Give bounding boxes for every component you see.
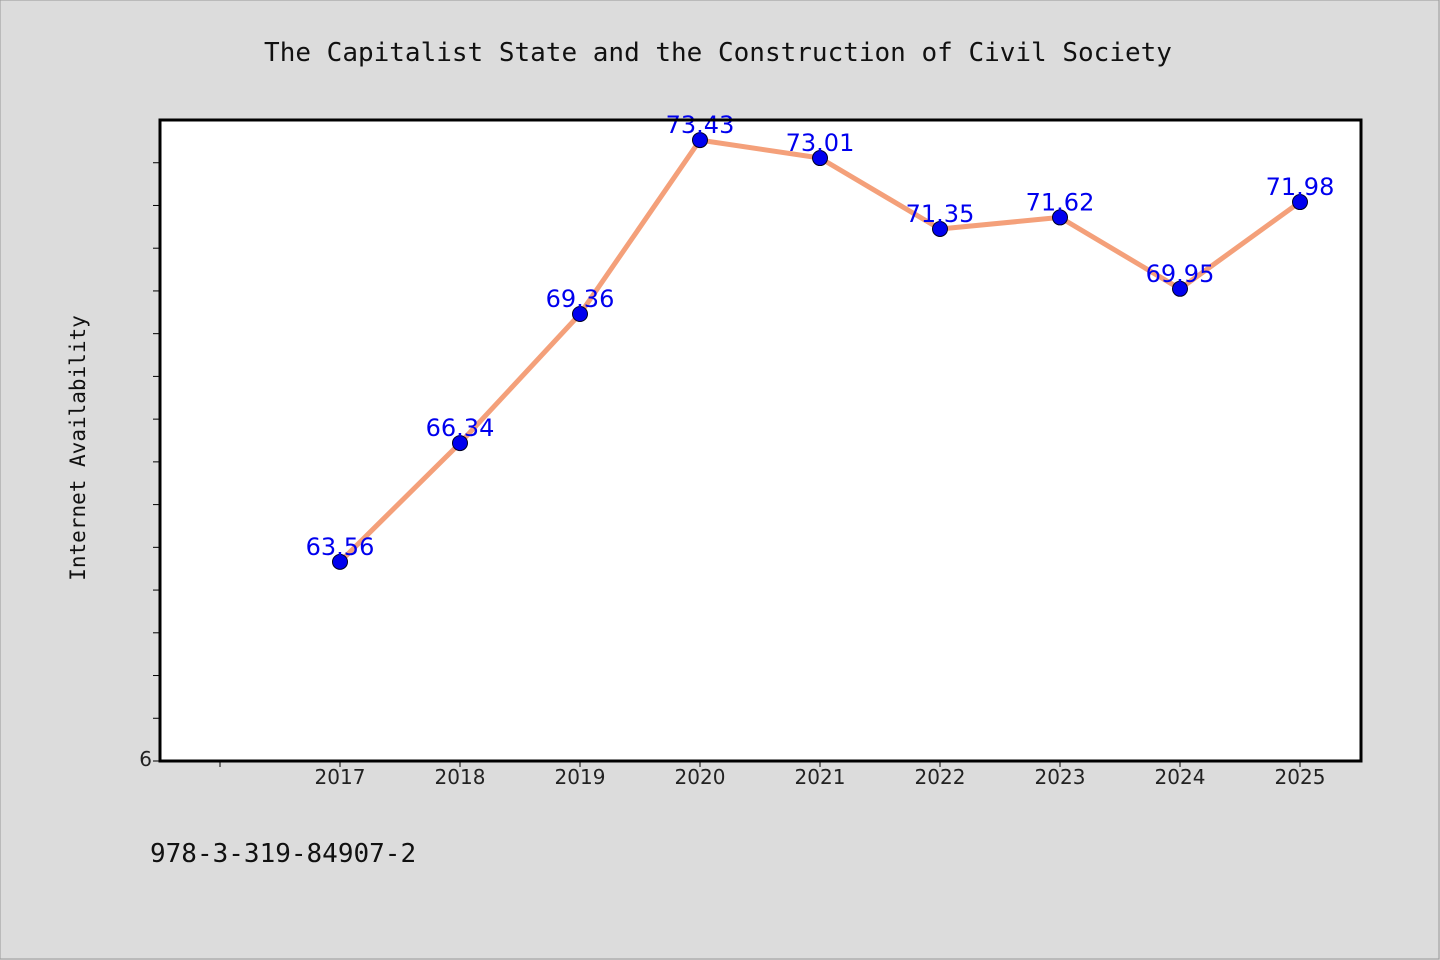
data-point bbox=[452, 435, 468, 452]
y-axis-label: Internet Availability bbox=[66, 315, 90, 581]
data-label: 71.98 bbox=[1266, 173, 1335, 201]
data-point bbox=[572, 306, 588, 323]
footnote-isbn: 978-3-319-84907-2 bbox=[150, 839, 416, 869]
data-point bbox=[1172, 280, 1188, 297]
x-tick-labels: 2017 2018 2019 2020 2021 2022 2023 2024 2025 bbox=[315, 765, 1326, 789]
data-point bbox=[332, 553, 348, 570]
plot-frame bbox=[158, 118, 1363, 763]
x-tick-label: 2025 bbox=[1275, 765, 1326, 789]
x-tick-label: 2021 bbox=[795, 765, 846, 789]
data-label: 69.36 bbox=[546, 285, 615, 313]
x-tick-label: 2017 bbox=[315, 765, 366, 789]
data-label: 66.34 bbox=[426, 414, 495, 442]
x-tick-label: 2018 bbox=[435, 765, 486, 789]
y-tick-label: 6 bbox=[139, 747, 152, 771]
data-label: 71.62 bbox=[1026, 188, 1095, 216]
data-label: 73.01 bbox=[786, 129, 855, 157]
data-point bbox=[812, 150, 828, 167]
data-label: 69.95 bbox=[1146, 260, 1215, 288]
x-tick-label: 2023 bbox=[1035, 765, 1086, 789]
data-label: 71.35 bbox=[906, 200, 975, 228]
chart-title: The Capitalist State and the Constructio… bbox=[264, 38, 1172, 68]
x-tick-label: 2019 bbox=[555, 765, 606, 789]
data-point bbox=[1052, 209, 1068, 226]
x-tick-label: 2024 bbox=[1155, 765, 1206, 789]
data-label: 73.43 bbox=[666, 111, 735, 139]
data-label: 63.56 bbox=[306, 533, 375, 561]
data-point bbox=[932, 220, 948, 237]
data-point bbox=[1292, 194, 1308, 211]
x-tick-label: 2022 bbox=[915, 765, 966, 789]
data-point bbox=[692, 132, 708, 149]
data-markers bbox=[332, 132, 1308, 570]
plot-area bbox=[160, 120, 1361, 761]
data-labels: 63.56 66.34 69.36 73.43 73.01 71.35 71.62 69.95… bbox=[306, 111, 1335, 561]
x-tick-label: 2020 bbox=[675, 765, 726, 789]
